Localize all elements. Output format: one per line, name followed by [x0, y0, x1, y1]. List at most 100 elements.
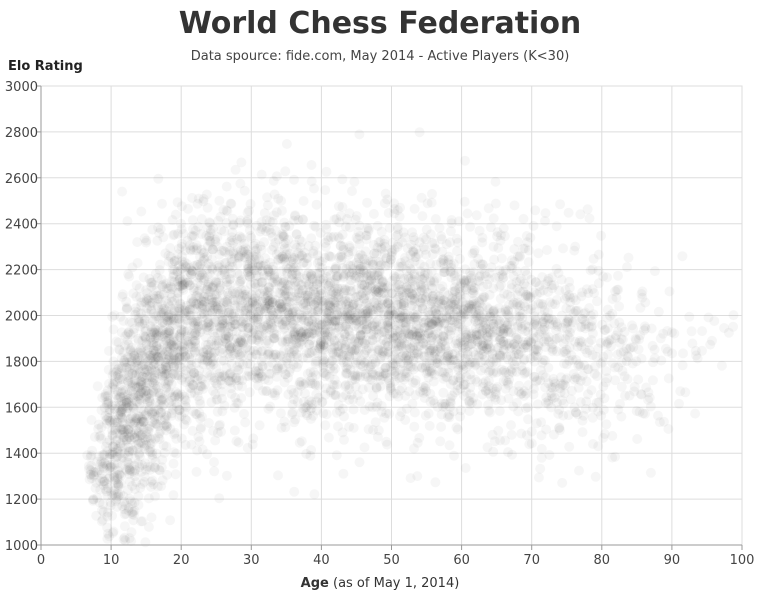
data-point [491, 199, 501, 209]
data-point [407, 399, 417, 409]
data-point [461, 463, 471, 473]
data-point [289, 487, 299, 497]
data-point [557, 478, 567, 488]
data-point [530, 205, 540, 215]
data-point [574, 383, 584, 393]
data-point [707, 336, 717, 346]
x-tick-label: 70 [523, 553, 540, 568]
data-point [586, 311, 596, 321]
data-point [634, 344, 644, 354]
data-point [665, 286, 675, 296]
data-point [282, 139, 292, 149]
data-point [157, 199, 167, 209]
data-point [214, 196, 224, 206]
data-point [430, 477, 440, 487]
data-point [574, 466, 584, 476]
data-point [541, 208, 551, 218]
data-point [410, 204, 420, 214]
data-point [510, 200, 520, 210]
x-tick-label: 20 [173, 553, 190, 568]
data-point [456, 405, 466, 415]
y-tick-label: 2800 [5, 126, 38, 141]
data-point [446, 397, 456, 407]
data-point [564, 277, 574, 287]
data-point [512, 398, 522, 408]
data-point [543, 363, 553, 373]
data-point [352, 211, 362, 221]
x-tick-label: 50 [383, 553, 400, 568]
data-point [273, 470, 283, 480]
data-point [240, 417, 250, 427]
data-point [519, 214, 529, 224]
data-point [690, 409, 700, 419]
data-point [564, 208, 574, 218]
data-point [296, 381, 306, 391]
data-point [140, 537, 150, 547]
data-point [222, 471, 232, 481]
data-point [373, 221, 383, 231]
data-point [472, 210, 482, 220]
data-point [150, 491, 160, 501]
data-point [552, 264, 562, 274]
data-point [124, 272, 134, 282]
data-point [374, 425, 384, 435]
data-point [431, 214, 441, 224]
x-tick-label: 100 [730, 553, 755, 568]
data-point [687, 326, 697, 336]
data-point [522, 231, 532, 241]
data-point [309, 489, 319, 499]
data-point [245, 387, 255, 397]
x-tick-label: 40 [313, 553, 330, 568]
data-point [320, 420, 330, 430]
data-point [233, 398, 243, 408]
data-point [435, 436, 445, 446]
data-point [280, 422, 290, 432]
data-point [384, 260, 394, 270]
data-point [556, 388, 566, 398]
data-point [425, 389, 435, 399]
data-point [159, 448, 169, 458]
data-point [384, 409, 394, 419]
data-point [395, 212, 405, 222]
data-point [127, 527, 137, 537]
data-point [592, 296, 602, 306]
data-point [464, 406, 474, 416]
data-point [601, 419, 611, 429]
data-point [109, 527, 119, 537]
data-point [593, 441, 603, 451]
data-point [599, 393, 609, 403]
data-point [203, 203, 213, 213]
data-point [610, 452, 620, 462]
data-point [594, 250, 604, 260]
data-point [453, 424, 463, 434]
data-point [364, 226, 374, 236]
data-point [669, 329, 679, 339]
data-point [646, 468, 656, 478]
x-tick-label: 60 [453, 553, 470, 568]
data-point [534, 473, 544, 483]
data-point [195, 399, 205, 409]
data-point [114, 480, 124, 490]
data-point [277, 206, 287, 216]
data-point [281, 222, 291, 232]
data-point [507, 430, 517, 440]
data-point [523, 414, 533, 424]
data-point [136, 207, 146, 217]
data-point [141, 236, 151, 246]
data-point [634, 334, 644, 344]
data-point [412, 471, 422, 481]
data-point [168, 490, 178, 500]
data-point [656, 356, 666, 366]
data-point [312, 200, 322, 210]
data-point [454, 216, 464, 226]
data-point [497, 253, 507, 263]
data-point [663, 424, 673, 434]
data-point [171, 449, 181, 459]
data-point [324, 433, 334, 443]
x-axis-label-detail: (as of May 1, 2014) [328, 576, 460, 591]
data-point [598, 433, 608, 443]
data-point [555, 199, 565, 209]
data-point [156, 224, 166, 234]
chart-subtitle: Data spource: fide.com, May 2014 - Activ… [190, 49, 570, 64]
data-point [524, 245, 534, 255]
